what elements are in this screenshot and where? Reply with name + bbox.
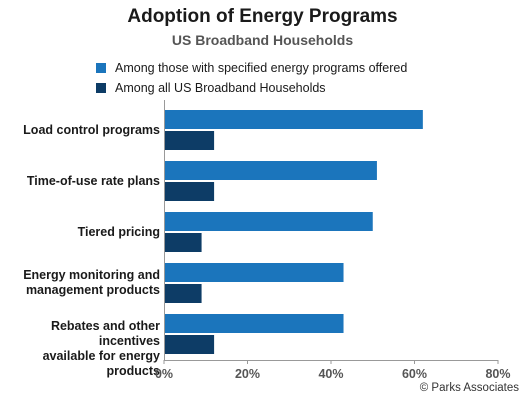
x-tick-label-3: 60% bbox=[402, 367, 427, 381]
bar-offered-3 bbox=[164, 263, 344, 282]
bar-offered-2 bbox=[164, 212, 373, 231]
legend-swatch-offered bbox=[96, 63, 106, 73]
bar-offered-0 bbox=[164, 110, 423, 129]
category-label-line: available for energy products bbox=[42, 349, 160, 378]
chart-subtitle: US Broadband Households bbox=[171, 32, 354, 48]
chart-title: Adoption of Energy Programs bbox=[127, 6, 398, 27]
bar-all-households-0 bbox=[164, 131, 215, 150]
x-tick-label-4: 80% bbox=[485, 367, 510, 381]
category-label-line: Time-of-use rate plans bbox=[26, 173, 160, 188]
bar-all-households-4 bbox=[164, 335, 215, 354]
legend-swatch-all-households bbox=[96, 83, 106, 93]
bar-all-households-1 bbox=[164, 182, 215, 201]
category-label-line: Tiered pricing bbox=[77, 224, 160, 239]
bar-all-households-3 bbox=[164, 284, 202, 303]
legend-item-all-households: Among all US Broadband Households bbox=[96, 80, 326, 96]
category-label-line: Rebates and other incentives bbox=[50, 319, 160, 348]
x-tick-label-0: 0% bbox=[155, 367, 173, 381]
category-label-4: Rebates and other incentives available fo… bbox=[0, 319, 160, 379]
copyright-notice: © Parks Associates bbox=[419, 382, 519, 394]
category-label-0: Load control programs bbox=[0, 123, 160, 138]
x-tick-label-1: 20% bbox=[235, 367, 260, 381]
category-label-line: Energy monitoring and bbox=[23, 268, 160, 282]
category-label-1: Time-of-use rate plans bbox=[0, 174, 160, 189]
bar-offered-1 bbox=[164, 161, 377, 180]
bar-offered-4 bbox=[164, 314, 344, 333]
category-label-line: Load control programs bbox=[23, 122, 160, 137]
category-label-2: Tiered pricing bbox=[0, 225, 160, 240]
legend-label-all-households: Among all US Broadband Households bbox=[115, 81, 326, 95]
category-label-3: Energy monitoring and management products bbox=[0, 268, 160, 298]
bar-all-households-2 bbox=[164, 233, 202, 252]
category-label-line: management products bbox=[25, 283, 160, 297]
x-tick-label-2: 40% bbox=[318, 367, 343, 381]
legend-label-offered: Among those with specified energy progra… bbox=[115, 61, 408, 75]
legend-item-offered: Among those with specified energy progra… bbox=[96, 60, 407, 76]
